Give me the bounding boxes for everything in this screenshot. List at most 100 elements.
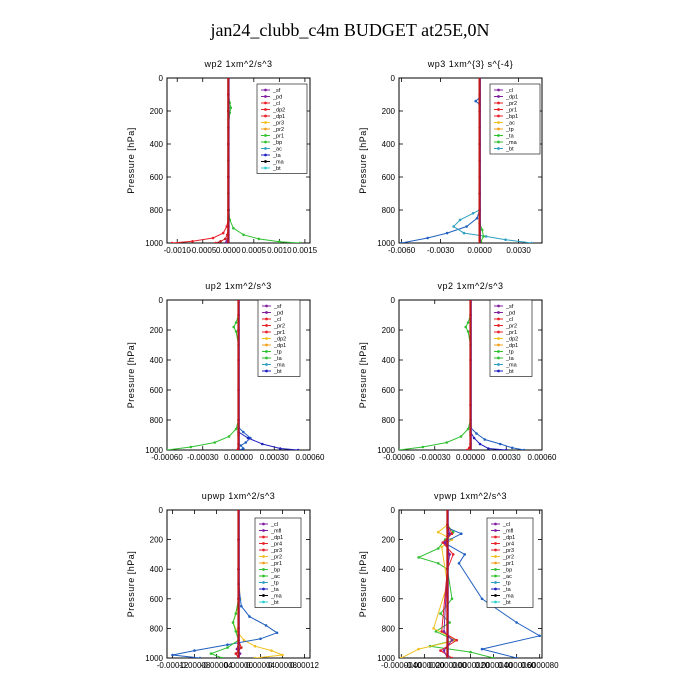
legend-marker — [497, 140, 500, 144]
legend: _cl_mfl_dp1_pr4_pr3_pr2_pr1_bp_ac_tp_ta_… — [486, 517, 534, 608]
legend-label: _dp2 — [272, 108, 285, 114]
data-point — [505, 448, 508, 450]
y-tick-label: 600 — [150, 595, 164, 604]
data-point — [522, 448, 526, 450]
data-point — [234, 330, 238, 333]
y-axis-label: Pressure [hPa] — [126, 342, 136, 409]
x-tick-label: 0.00030 — [492, 453, 521, 462]
data-point — [450, 638, 454, 642]
legend-marker — [497, 127, 500, 131]
y-tick-label: 400 — [150, 356, 164, 365]
legend: _sf_pd_cl_dp2_dp1_pr3_pr2_pr1_bp_ac_ta_m… — [256, 83, 308, 174]
legend-label: _ta — [272, 153, 282, 159]
legend-label: _ta — [270, 587, 280, 593]
legend-marker — [497, 121, 500, 124]
data-point — [226, 646, 229, 649]
x-tick-label: 0.00012 — [290, 661, 319, 670]
legend-label: _pd — [505, 311, 515, 317]
legend-marker — [494, 529, 497, 532]
data-point — [400, 656, 403, 658]
y-tick-label: 1000 — [377, 654, 395, 663]
x-tick-label: -0.0060 — [388, 246, 416, 255]
y-tick-label: 400 — [382, 356, 396, 365]
data-point — [426, 236, 429, 240]
y-tick-label: 200 — [150, 107, 164, 116]
data-point — [499, 442, 502, 446]
legend-label: _ac — [270, 574, 280, 580]
legend-marker — [497, 363, 500, 366]
y-tick-label: 600 — [382, 386, 396, 395]
legend-marker — [497, 147, 500, 150]
data-point — [298, 241, 302, 243]
y-tick-label: 600 — [150, 386, 164, 395]
y-tick-label: 400 — [150, 565, 164, 574]
series-line — [209, 510, 240, 658]
chart-panel: vpwp 1xm^2/s^3 Pressure [hPa] 0 200 400 600 80… — [358, 491, 559, 670]
legend-marker — [497, 343, 500, 347]
legend-marker — [262, 535, 265, 539]
x-tick-label: -0.00030 — [187, 453, 219, 462]
legend-label: _dp1 — [502, 535, 515, 541]
series-line — [399, 300, 471, 450]
data-point — [275, 631, 279, 635]
data-point — [193, 649, 196, 652]
data-point — [450, 656, 454, 658]
legend-label: _cl — [505, 88, 513, 94]
y-tick-label: 1000 — [145, 654, 163, 663]
data-point — [191, 240, 194, 243]
data-point — [455, 638, 459, 642]
legend-label: _ma — [272, 160, 285, 166]
panel-title: vp2 1xm^2/s^3 — [438, 281, 504, 291]
y-tick-label: 200 — [150, 536, 164, 545]
data-point — [480, 647, 484, 651]
legend-marker — [497, 337, 500, 340]
legend-marker — [497, 134, 500, 137]
legend-label: _tp — [505, 350, 514, 356]
legend-marker — [497, 88, 500, 92]
legend-label: _ac — [505, 121, 515, 127]
data-point — [445, 441, 449, 444]
y-tick-label: 400 — [382, 565, 396, 574]
legend-label: _dp1 — [505, 343, 518, 349]
legend-label: _pr3 — [272, 121, 284, 127]
data-point — [472, 436, 476, 440]
data-point — [240, 604, 243, 608]
plot-frame — [166, 77, 311, 244]
y-tick-label: 0 — [391, 506, 396, 515]
legend: _sf_pd_cl_pr2_pr1_dp2_dp1_tp_ta_ma_bt — [489, 299, 533, 377]
data-point — [227, 435, 231, 438]
legend-label: _bt — [502, 600, 511, 606]
legend: _sf_pd_cl_pr2_pr1_dp2_dp1_tp_ta_ma_bt — [257, 299, 301, 377]
legend-label: _sf — [273, 304, 282, 310]
legend-marker — [262, 594, 265, 597]
data-point — [234, 630, 238, 633]
x-tick-label: -0.00060 — [383, 453, 415, 462]
legend-label: _ta — [273, 356, 283, 362]
data-point — [492, 656, 495, 658]
chart-panel: wp3 1xm^{3} s^{-4} Pressure [hPa] 0 200 400 6… — [358, 59, 543, 255]
y-tick-label: 0 — [391, 296, 396, 305]
data-point — [226, 643, 229, 646]
data-point — [248, 615, 251, 618]
legend-label: _pr2 — [270, 555, 282, 561]
data-point — [257, 237, 261, 241]
legend-label: _bp — [270, 568, 280, 574]
panel-title: upwp 1xm^2/s^3 — [202, 491, 275, 501]
legend-marker — [262, 587, 265, 591]
data-point — [234, 427, 238, 431]
data-point — [232, 226, 235, 230]
data-point — [278, 447, 282, 450]
legend-label: _dp2 — [273, 337, 286, 343]
legend-label: _ma — [505, 140, 518, 146]
data-point — [530, 241, 533, 243]
data-point — [482, 235, 485, 238]
legend-label: _pr1 — [505, 330, 517, 336]
x-tick-label: 0.00008 — [268, 661, 297, 670]
legend-marker — [497, 95, 500, 98]
data-point — [223, 237, 227, 241]
data-point — [448, 621, 452, 624]
legend-label: _cl — [273, 317, 281, 323]
legend-marker — [262, 522, 265, 526]
legend-marker — [497, 330, 500, 334]
data-point — [458, 218, 462, 222]
